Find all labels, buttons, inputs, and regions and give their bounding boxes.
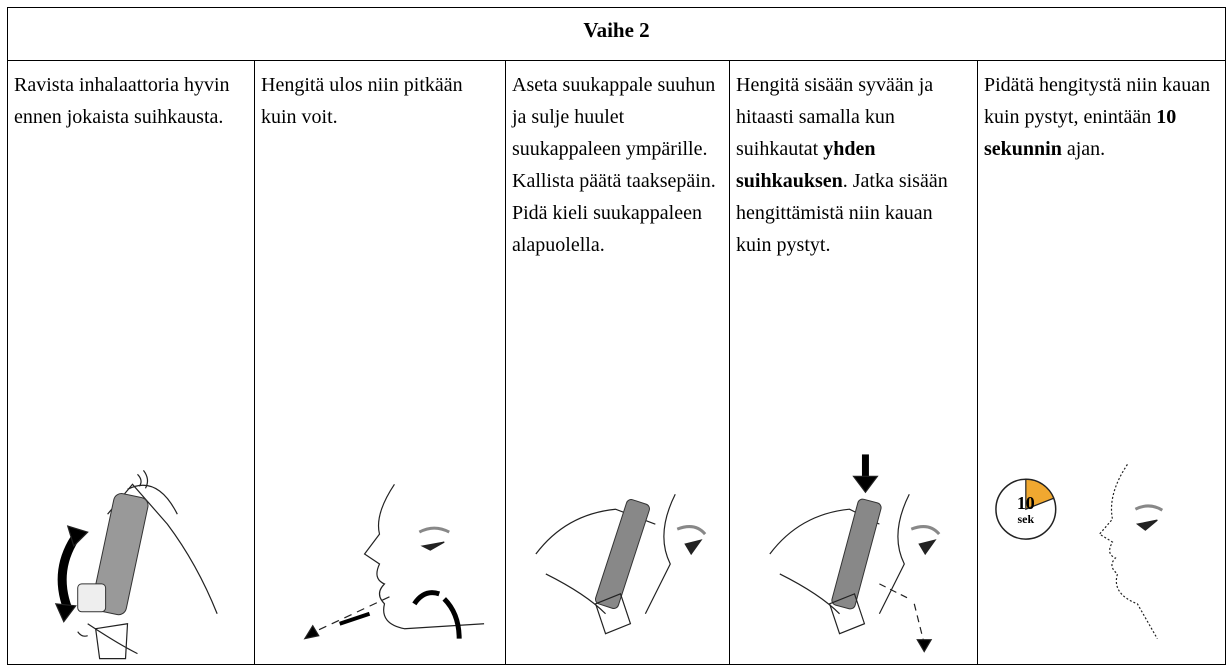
text: . Jatka sisään hengittämistä niin kauan … bbox=[736, 170, 948, 256]
cell: Aseta suukappale suuhun ja sulje huulet … bbox=[505, 60, 730, 665]
timer-number: 10 bbox=[1017, 493, 1035, 513]
illustration: 10 sek bbox=[978, 454, 1225, 664]
cell-text: Ravista inhalaattoria hyvin ennen jokais… bbox=[8, 61, 254, 133]
text: Ravista inhalaattoria hyvin ennen jokais… bbox=[14, 74, 230, 128]
cell-text: Hengitä ulos niin pitkään kuin voit. bbox=[255, 61, 505, 133]
bold-text: 10 sekunnin bbox=[984, 106, 1177, 160]
text: ajan. bbox=[1061, 138, 1106, 160]
text: Hengitä ulos niin pitkään kuin voit. bbox=[261, 74, 463, 128]
step-table: Vaihe 2 Ravista inhalaattoria hyvin enne… bbox=[6, 7, 1227, 665]
header-row: Vaihe 2 bbox=[6, 7, 1227, 61]
text: Aseta suukappale suuhun ja sulje huulet … bbox=[512, 74, 716, 256]
cell-text: Pidätä hengitystä niin kauan kuin pystyt… bbox=[978, 61, 1225, 165]
bold-text: yhden suihkauksen bbox=[736, 138, 876, 192]
cell: Ravista inhalaattoria hyvin ennen jokais… bbox=[7, 60, 255, 665]
illustration bbox=[255, 454, 505, 664]
cell: Hengitä sisään syvään ja hitaasti samall… bbox=[729, 60, 978, 665]
cell-text: Aseta suukappale suuhun ja sulje huulet … bbox=[506, 61, 729, 261]
illustration bbox=[8, 454, 254, 664]
body-row: Ravista inhalaattoria hyvin ennen jokais… bbox=[7, 60, 1227, 665]
cell-text: Hengitä sisään syvään ja hitaasti samall… bbox=[730, 61, 977, 261]
illustration bbox=[506, 454, 729, 664]
cell: Hengitä ulos niin pitkään kuin voit. bbox=[254, 60, 506, 665]
header-title: Vaihe 2 bbox=[6, 7, 1227, 61]
text: Pidätä hengitystä niin kauan kuin pystyt… bbox=[984, 74, 1211, 128]
timer-unit: sek bbox=[1018, 512, 1035, 526]
text: Hengitä sisään syvään ja hitaasti samall… bbox=[736, 74, 934, 160]
cell: Pidätä hengitystä niin kauan kuin pystyt… bbox=[976, 60, 1227, 665]
illustration bbox=[730, 454, 977, 664]
